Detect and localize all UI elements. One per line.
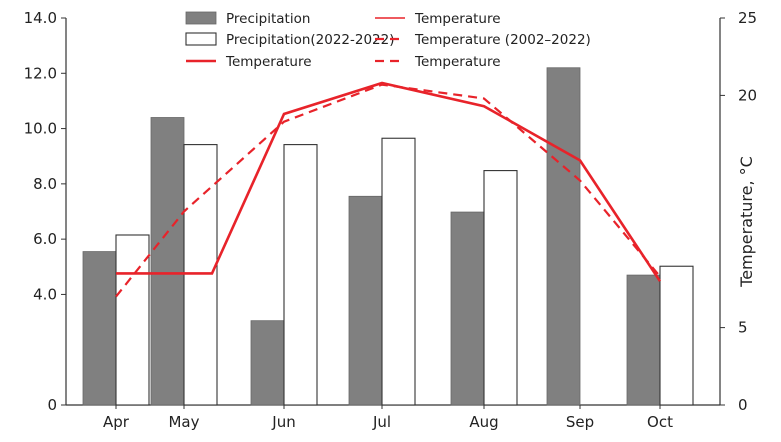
x-tick-label: Oct — [647, 413, 673, 431]
legend-label: Precipitation(2022-2022) — [226, 32, 395, 48]
legend-label: Temperature — [414, 11, 501, 27]
right-tick-label: 20 — [738, 86, 757, 104]
legend-label: Temperature — [225, 54, 312, 70]
left-tick-label: 12.0 — [24, 64, 57, 82]
precipitation-2022-bar — [283, 144, 318, 406]
left-tick-label: 14.0 — [24, 9, 57, 27]
left-tick-label: 8.0 — [33, 175, 57, 193]
right-tick-label: 25 — [738, 9, 757, 27]
right-tick-label: 5 — [738, 319, 748, 337]
left-tick-label: 0 — [47, 396, 57, 414]
x-tick-label: Aug — [469, 413, 498, 431]
precipitation-bar — [450, 211, 485, 406]
precipitation-bar — [626, 274, 661, 406]
precipitation-2022-bar — [381, 137, 416, 406]
x-tick-label: Jun — [271, 413, 295, 431]
left-tick-label: 6.0 — [33, 230, 57, 248]
legend-label: Temperature — [414, 54, 501, 70]
precipitation-2022-bar — [483, 170, 518, 406]
x-tick-label: May — [168, 413, 199, 431]
temperature-line — [116, 81, 662, 282]
legend-label: Precipitation — [226, 11, 310, 27]
left-tick-label: 4.0 — [33, 285, 57, 303]
legend-precipitation-2022-swatch — [185, 32, 217, 46]
precipitation-2022-bar — [183, 144, 218, 406]
precipitation-bar — [82, 251, 117, 406]
right-axis-label: Temperature, °C — [737, 156, 756, 288]
right-tick-label: 0 — [738, 396, 748, 414]
x-tick-label: Apr — [103, 413, 130, 431]
precipitation-2022-bar — [659, 265, 694, 406]
precipitation-2022-bar — [115, 234, 150, 406]
precipitation-bar — [348, 195, 383, 406]
precipitation-bar — [250, 320, 285, 406]
precipitation-bar — [150, 117, 185, 406]
x-tick-label: Sep — [566, 413, 594, 431]
x-tick-label: Jul — [372, 413, 391, 431]
legend-precipitation-swatch — [185, 11, 217, 25]
left-tick-label: 10.0 — [24, 120, 57, 138]
temperature-2002-2022-line — [115, 83, 661, 298]
legend-label: Temperature (2002–2022) — [414, 32, 591, 48]
precipitation-bar — [546, 67, 581, 406]
